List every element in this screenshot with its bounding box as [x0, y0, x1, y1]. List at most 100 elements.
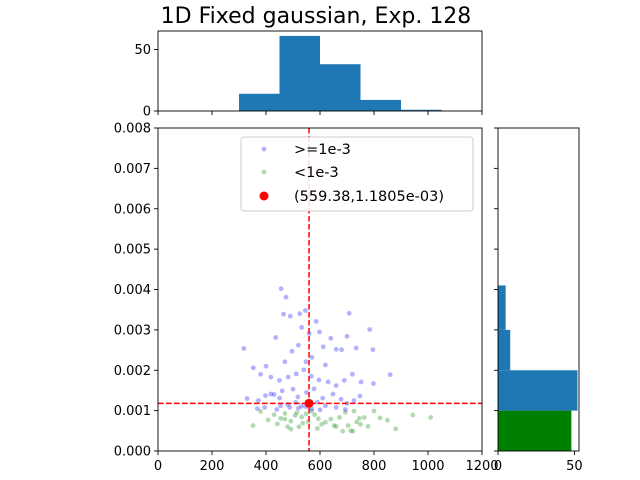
point-above-threshold	[289, 348, 295, 354]
chart-title: 1D Fixed gaussian, Exp. 128	[161, 4, 472, 29]
point-above-threshold	[317, 407, 323, 413]
point-above-threshold	[350, 371, 355, 377]
point-below-threshold	[292, 413, 298, 418]
point-below-threshold	[315, 416, 321, 422]
mean-marker	[304, 398, 314, 408]
point-above-threshold	[296, 405, 301, 411]
point-above-threshold	[278, 286, 284, 292]
point-above-threshold	[279, 388, 285, 394]
point-above-threshold	[323, 403, 328, 409]
point-below-threshold	[288, 418, 294, 424]
right-hist-x-tick-label: 50	[566, 459, 583, 474]
point-above-threshold	[258, 371, 263, 377]
y-tick-label: 0.006	[114, 202, 151, 217]
point-above-threshold	[290, 386, 296, 392]
right-hist-bar	[498, 370, 578, 411]
point-below-threshold	[314, 425, 320, 431]
point-below-threshold	[308, 408, 314, 414]
point-below-threshold	[250, 423, 256, 428]
point-above-threshold	[338, 396, 344, 402]
point-below-threshold	[319, 421, 325, 427]
point-above-threshold	[333, 404, 339, 410]
point-above-threshold	[283, 294, 289, 300]
right-hist-bar	[498, 410, 572, 451]
point-above-threshold	[351, 398, 357, 403]
point-above-threshold	[293, 371, 299, 377]
point-above-threshold	[323, 362, 328, 368]
point-above-threshold	[273, 335, 279, 340]
point-above-threshold	[303, 308, 308, 313]
y-tick-label: 0.002	[114, 364, 151, 379]
legend-box	[240, 136, 474, 212]
point-above-threshold	[278, 403, 283, 409]
point-above-threshold	[296, 342, 301, 348]
point-below-threshold	[410, 412, 416, 418]
point-above-threshold	[304, 390, 309, 395]
point-above-threshold	[303, 359, 309, 365]
y-tick-label: 0.001	[114, 404, 151, 419]
top-histogram: 0 50	[134, 30, 483, 120]
right-hist-bar	[498, 285, 506, 290]
point-above-threshold	[268, 374, 274, 380]
point-above-threshold	[306, 331, 312, 336]
point-below-threshold	[274, 421, 280, 427]
point-above-threshold	[317, 329, 322, 335]
point-above-threshold	[333, 346, 339, 352]
legend-marker	[259, 191, 269, 201]
point-below-threshold	[393, 426, 398, 432]
point-above-threshold	[277, 377, 282, 383]
point-above-threshold	[262, 404, 268, 410]
point-below-threshold	[288, 426, 294, 432]
point-below-threshold	[354, 419, 360, 425]
point-below-threshold	[351, 408, 357, 414]
point-below-threshold	[303, 411, 309, 417]
point-below-threshold	[357, 415, 362, 421]
y-tick-label: 0.007	[114, 162, 151, 177]
legend-marker	[261, 146, 267, 152]
point-below-threshold	[371, 408, 377, 414]
point-above-threshold	[274, 407, 280, 412]
point-above-threshold	[244, 396, 250, 401]
point-above-threshold	[316, 377, 322, 383]
point-above-threshold	[320, 344, 326, 350]
point-above-threshold	[293, 400, 299, 405]
point-below-threshold	[345, 423, 351, 428]
point-above-threshold	[297, 311, 303, 317]
top-hist-bar	[279, 35, 320, 111]
point-below-threshold	[361, 415, 367, 420]
point-above-threshold	[282, 359, 288, 365]
point-above-threshold	[346, 310, 352, 316]
top-hist-bar	[401, 109, 442, 111]
point-below-threshold	[258, 409, 263, 414]
legend-label: (559.38,1.1805e-03)	[294, 189, 444, 205]
point-above-threshold	[358, 379, 364, 385]
top-hist-bar	[360, 99, 401, 111]
point-above-threshold	[263, 363, 269, 369]
top-hist-bar	[239, 93, 280, 111]
point-above-threshold	[254, 406, 260, 412]
point-below-threshold	[428, 415, 434, 420]
point-above-threshold	[367, 327, 373, 332]
point-above-threshold	[309, 354, 315, 360]
point-above-threshold	[287, 404, 293, 410]
point-above-threshold	[342, 407, 348, 412]
legend: >=1e-3 <1e-3 (559.38,1.1805e-03)	[240, 136, 474, 212]
point-above-threshold	[333, 383, 339, 388]
point-above-threshold	[325, 379, 331, 385]
point-below-threshold	[342, 409, 348, 415]
scatter-plot: 0 200 400 600 800 1000 1200 0.000 0.001 0.002 0.00…	[114, 122, 499, 475]
point-above-threshold	[341, 377, 347, 383]
point-above-threshold	[353, 345, 359, 351]
point-below-threshold	[331, 423, 337, 428]
point-above-threshold	[308, 373, 314, 379]
point-above-threshold	[241, 346, 247, 351]
point-below-threshold	[340, 428, 346, 434]
point-above-threshold	[271, 392, 277, 397]
point-below-threshold	[296, 424, 302, 430]
x-tick-label: 1000	[411, 459, 444, 474]
legend-marker	[261, 169, 267, 175]
point-above-threshold	[313, 318, 319, 324]
x-tick-label: 200	[200, 459, 225, 474]
point-below-threshold	[333, 423, 339, 429]
x-tick-label: 600	[308, 459, 333, 474]
